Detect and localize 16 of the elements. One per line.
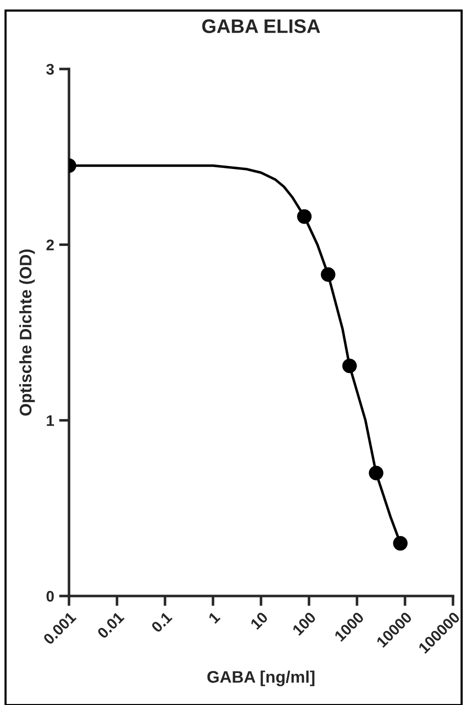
x-tick-label: 0.1 xyxy=(150,611,173,634)
point xyxy=(297,209,312,224)
point xyxy=(393,536,408,551)
x-axis-title: GABA [ng/ml] xyxy=(207,670,314,686)
y-tick-label: 1 xyxy=(46,415,54,426)
y-axis-title: Optische Dichte (OD) xyxy=(19,250,35,416)
y-tick-label: 0 xyxy=(46,590,54,602)
y-tick-label: 3 xyxy=(46,64,54,75)
x-tick-label: 100 xyxy=(292,611,316,636)
x-tick-label: 1 xyxy=(208,611,221,624)
point xyxy=(320,267,336,282)
y-tick-label: 2 xyxy=(46,240,54,250)
x-tick-label: 10 xyxy=(250,611,268,630)
chart-title: GABA ELISA xyxy=(202,19,320,34)
x-tick-label: 0.01 xyxy=(96,611,125,640)
point xyxy=(368,466,384,480)
